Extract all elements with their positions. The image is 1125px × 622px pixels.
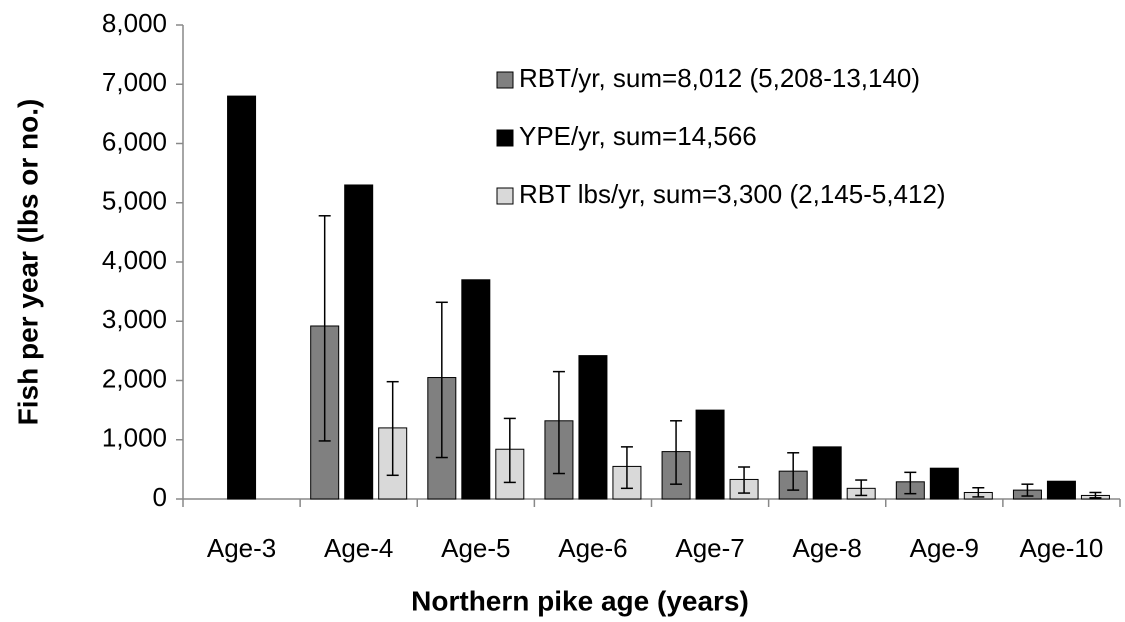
- y-tick-label: 6,000: [102, 126, 167, 156]
- y-tick-label: 5,000: [102, 186, 167, 216]
- error-bar: [738, 466, 751, 494]
- y-tick-label: 0: [153, 482, 167, 512]
- x-tick-label: Age-3: [207, 533, 276, 563]
- legend-swatch: [496, 129, 514, 147]
- bar: [578, 355, 608, 500]
- y-tick-label: 2,000: [102, 363, 167, 393]
- error-bar: [972, 486, 985, 498]
- error-bar: [1089, 491, 1102, 499]
- bar: [695, 409, 725, 500]
- legend-label: YPE/yr, sum=14,566: [519, 121, 757, 151]
- y-tick-label: 7,000: [102, 67, 167, 97]
- bar: [1046, 480, 1076, 500]
- error-bar: [787, 452, 800, 491]
- error-bar: [1021, 483, 1034, 497]
- y-tick-label: 4,000: [102, 245, 167, 275]
- bar: [929, 467, 959, 500]
- y-tick-label: 3,000: [102, 304, 167, 334]
- bar: [461, 279, 491, 500]
- x-tick-label: Age-6: [558, 533, 627, 563]
- error-bar: [386, 380, 399, 477]
- legend-swatch: [496, 71, 514, 89]
- y-tick-label: 1,000: [102, 423, 167, 453]
- error-bar: [620, 446, 633, 490]
- x-tick-label: Age-9: [910, 533, 979, 563]
- x-tick-label: Age-10: [1020, 533, 1104, 563]
- error-bar: [503, 417, 516, 484]
- x-tick-label: Age-5: [441, 533, 510, 563]
- x-tick-label: Age-8: [792, 533, 861, 563]
- y-axis-title: Fish per year (lbs or no.): [12, 99, 43, 426]
- error-bar: [552, 370, 565, 475]
- bar: [227, 95, 257, 500]
- legend-label: RBT/yr, sum=8,012 (5,208-13,140): [519, 63, 920, 93]
- error-bar: [318, 215, 331, 442]
- error-bar: [670, 420, 683, 485]
- bar: [812, 446, 842, 500]
- x-axis-title: Northern pike age (years): [411, 585, 749, 616]
- x-tick-label: Age-4: [324, 533, 393, 563]
- error-bar: [855, 479, 868, 497]
- y-tick-label: 8,000: [102, 8, 167, 38]
- bar: [344, 184, 374, 500]
- legend-swatch: [496, 187, 514, 205]
- error-bar: [904, 471, 917, 495]
- error-bar: [435, 301, 448, 459]
- x-tick-label: Age-7: [675, 533, 744, 563]
- legend-label: RBT lbs/yr, sum=3,300 (2,145-5,412): [519, 179, 946, 209]
